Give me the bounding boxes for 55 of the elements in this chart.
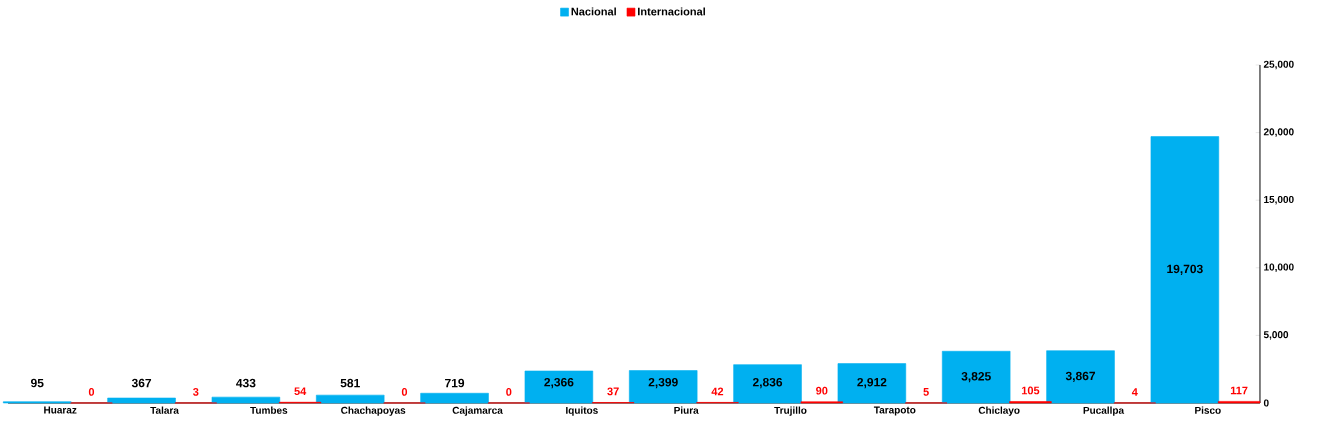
bar [1046,350,1115,404]
data-label: 3,867 [1065,371,1096,382]
x-tick-label: Tumbes [250,406,288,414]
bar [107,397,176,404]
bar [211,396,281,404]
data-label: 2,366 [544,377,574,389]
x-tick-label: Piura [674,406,699,414]
x-tick-label: Chiclayo [978,406,1020,416]
y-tick-label: 0 [1263,399,1269,407]
x-tick-label: Talara [150,406,179,414]
data-label: 19,703 [1167,264,1203,275]
data-label: 3 [193,387,199,396]
y-tick-label: 20,000 [1263,128,1294,137]
x-tick-label: Iquitos [566,406,598,416]
data-label: 42 [711,387,724,396]
data-label: 90 [816,386,828,395]
bar [1150,136,1220,404]
x-tick-label: Trujillo [774,406,807,416]
data-label: 2,912 [857,377,887,389]
y-tick-label: 5,000 [1263,331,1289,340]
x-tick-label: Pucallpa [1083,406,1125,416]
bar [524,370,594,404]
legend-label: Nacional [571,7,616,16]
data-label: 105 [1021,386,1040,395]
data-label: 4 [1131,388,1138,396]
data-label: 95 [30,378,44,388]
bar [316,394,385,404]
y-tick-label: 10,000 [1264,263,1294,273]
data-label: 0 [88,388,95,396]
bar [837,363,907,404]
data-label: 5 [923,388,929,396]
x-tick-label: Huaraz [44,406,77,414]
y-tick-label: 25,000 [1263,60,1294,70]
data-label: 2,836 [752,377,783,389]
x-tick-label: Tarapoto [873,406,916,416]
data-label: 37 [607,387,619,396]
data-label: 719 [445,378,465,388]
data-label: 367 [131,378,152,388]
data-label: 54 [294,387,307,396]
bar [942,350,1011,404]
data-label: 117 [1230,386,1248,395]
data-label: 3,825 [961,372,991,383]
bar [420,392,489,404]
x-tick-label: Pisco [1195,406,1221,414]
data-label: 0 [506,388,512,396]
x-tick-label: Chachapoyas [341,406,406,416]
data-label: 433 [236,378,256,388]
y-tick-label: 15,000 [1264,195,1294,205]
bar [733,364,802,404]
bar [629,370,698,404]
data-label: 2,399 [648,377,678,389]
legend-label: Internacional [638,7,705,16]
data-label: 581 [340,378,360,388]
data-label: 0 [401,388,408,396]
x-tick-label: Cajamarca [452,406,503,416]
